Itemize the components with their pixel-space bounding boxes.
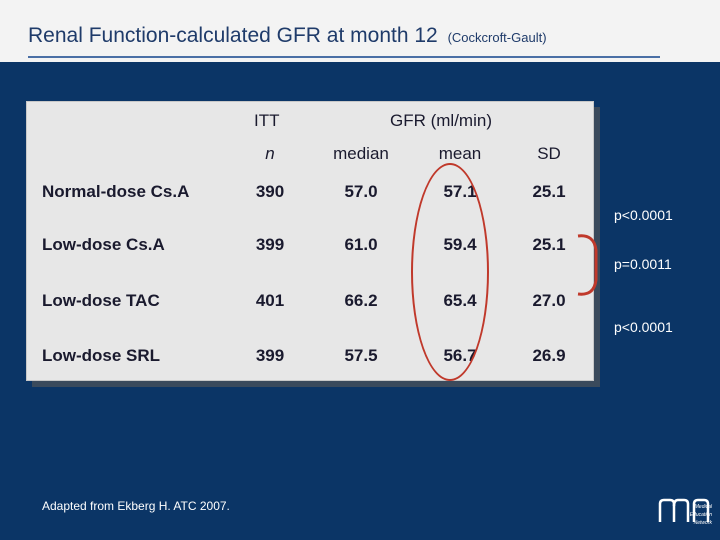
- row-label: Normal-dose Cs.A: [42, 182, 190, 201]
- cell-median: 57.5: [344, 346, 378, 365]
- cell-sd: 25.1: [532, 235, 566, 254]
- header-itt: ITT: [254, 111, 280, 130]
- col-n: n: [265, 144, 275, 163]
- cell-n: 399: [255, 235, 285, 254]
- logo-text-1: Medical: [695, 504, 713, 510]
- title-sub: (Cockcroft-Gault): [447, 30, 547, 45]
- bracket-path: [577, 234, 598, 296]
- cell-median: 61.0: [344, 235, 378, 254]
- col-sd: SD: [537, 144, 561, 163]
- pvalue-low-tac: p=0.0011: [614, 256, 672, 272]
- pvalue-normal-cs: p<0.0001: [614, 207, 673, 223]
- row-label: Low-dose TAC: [42, 291, 160, 310]
- mpn-logo: Medical Education Network: [656, 496, 716, 537]
- cell-median: 57.0: [344, 182, 378, 201]
- col-median: median: [333, 144, 389, 163]
- cell-sd: 26.9: [532, 346, 566, 365]
- cell-median: 66.2: [344, 291, 378, 310]
- mean-highlight-oval: [411, 163, 489, 381]
- logo-text-2: Education: [690, 512, 712, 518]
- title-bar: [0, 0, 720, 62]
- footer-citation: Adapted from Ekberg H. ATC 2007.: [42, 499, 230, 513]
- title-divider: [28, 56, 660, 58]
- header-gfr: GFR (ml/min): [390, 111, 492, 130]
- comparison-bracket: [577, 234, 598, 296]
- title-main: Renal Function-calculated GFR at month 1…: [28, 24, 438, 47]
- logo-text-3: Network: [694, 520, 713, 526]
- slide-title: Renal Function-calculated GFR at month 1…: [28, 24, 547, 48]
- cell-n: 390: [255, 182, 285, 201]
- row-label: Low-dose SRL: [42, 346, 161, 365]
- col-mean: mean: [438, 144, 482, 163]
- cell-sd: 25.1: [532, 182, 566, 201]
- gfr-table-panel: [26, 101, 594, 381]
- cell-sd: 27.0: [532, 291, 566, 310]
- logo-mark: [658, 498, 710, 522]
- row-label: Low-dose Cs.A: [42, 235, 165, 254]
- cell-n: 399: [255, 346, 285, 365]
- cell-n: 401: [255, 291, 285, 310]
- pvalue-low-srl: p<0.0001: [614, 319, 673, 335]
